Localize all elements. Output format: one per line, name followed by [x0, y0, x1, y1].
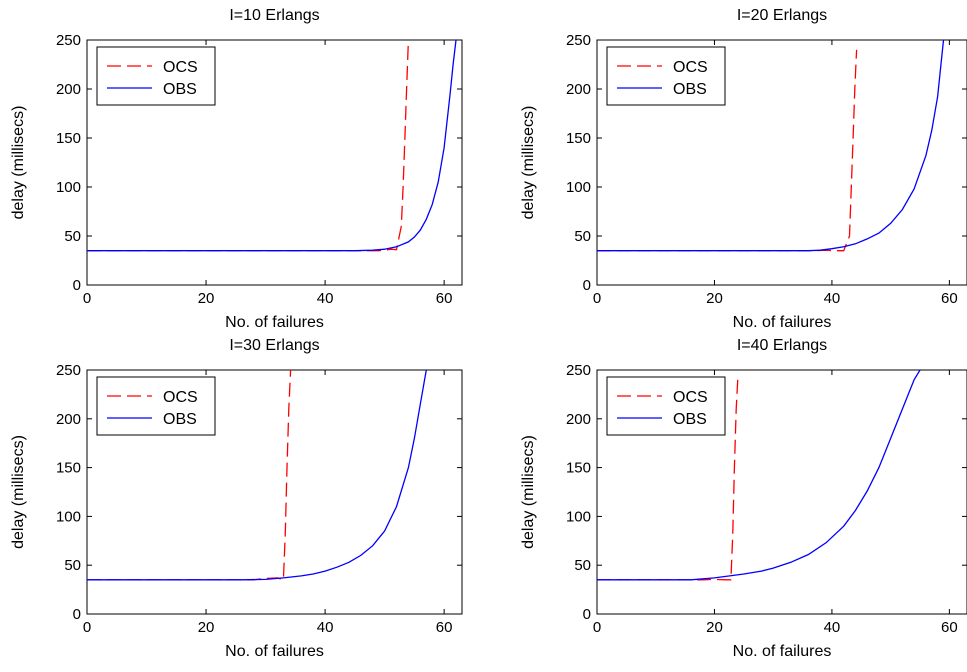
y-tick-label: 100 [56, 179, 81, 196]
y-tick-label: 100 [566, 179, 591, 196]
x-tick-label: 20 [706, 290, 723, 307]
series-line-obs [597, 40, 945, 252]
panel-title: I=20 Erlangs [737, 7, 827, 24]
x-tick-label: 0 [83, 290, 91, 307]
y-tick-label: 250 [566, 362, 591, 379]
x-tick-label: 40 [824, 290, 841, 307]
x-tick-label: 40 [317, 619, 334, 636]
y-tick-label: 200 [56, 81, 81, 98]
series-line-obs [87, 40, 457, 252]
x-tick-label: 20 [198, 290, 215, 307]
y-tick-label: 50 [64, 228, 81, 245]
legend-label-obs: OBS [163, 411, 197, 428]
chart-panel-3: 0 50 100 150 200 250 0 20 40 60 OCS OBS I=30 Erlangs… [10, 337, 463, 660]
y-tick-label: 0 [73, 277, 81, 294]
series-line-ocs [87, 40, 410, 252]
x-tick-label: 60 [436, 619, 453, 636]
x-tick-label: 40 [824, 619, 841, 636]
y-tick-label: 0 [583, 606, 591, 623]
legend-label-obs: OBS [673, 81, 707, 98]
legend-box [96, 46, 216, 106]
y-axis-title: delay (millisecs) [10, 106, 27, 220]
x-tick-label: 60 [436, 290, 453, 307]
y-tick-label: 200 [566, 81, 591, 98]
legend: OCS OBS [606, 46, 726, 106]
panel-title: I=40 Erlangs [737, 337, 827, 354]
legend-label-obs: OBS [163, 81, 197, 98]
legend-box [606, 46, 726, 106]
y-axis-title: delay (millisecs) [520, 106, 537, 220]
y-tick-label: 250 [566, 32, 591, 49]
y-tick-label: 200 [56, 411, 81, 428]
y-tick-label: 100 [566, 508, 591, 525]
legend: OCS OBS [96, 376, 216, 436]
y-tick-label: 100 [56, 508, 81, 525]
legend: OCS OBS [96, 46, 216, 106]
legend-label-ocs: OCS [163, 389, 198, 406]
y-tick-label: 150 [56, 460, 81, 477]
panel-title: I=30 Erlangs [229, 337, 319, 354]
y-axis-title: delay (millisecs) [10, 435, 27, 549]
x-tick-label: 40 [317, 290, 334, 307]
y-tick-label: 0 [73, 606, 81, 623]
series-line-ocs [597, 374, 739, 581]
legend-label-ocs: OCS [673, 59, 708, 76]
x-tick-label: 60 [941, 619, 958, 636]
chart-panel-1: 0 50 100 150 200 250 0 20 40 60 OCS OBS I=10 Erlangs… [10, 7, 463, 331]
x-axis-title: No. of failures [733, 643, 832, 660]
chart-panel-4: 0 50 100 150 200 250 0 20 40 60 OCS OBS I=40 Erlangs… [520, 337, 967, 660]
y-tick-label: 250 [56, 32, 81, 49]
legend-label-ocs: OCS [673, 389, 708, 406]
x-tick-label: 0 [593, 290, 601, 307]
x-tick-label: 60 [941, 290, 958, 307]
x-axis-title: No. of failures [733, 314, 832, 331]
series-line-obs [87, 370, 427, 581]
legend-label-obs: OBS [673, 411, 707, 428]
x-tick-label: 20 [706, 619, 723, 636]
y-tick-label: 150 [566, 130, 591, 147]
chart-panel-2: 0 50 100 150 200 250 0 20 40 60 OCS OBS I=20 Erlangs… [520, 7, 967, 331]
x-axis-title: No. of failures [225, 643, 324, 660]
x-tick-label: 0 [83, 619, 91, 636]
legend-label-ocs: OCS [163, 59, 198, 76]
y-tick-label: 50 [574, 557, 591, 574]
legend: OCS OBS [606, 376, 726, 436]
y-tick-label: 150 [566, 460, 591, 477]
y-tick-label: 150 [56, 130, 81, 147]
panel-title: I=10 Erlangs [229, 7, 319, 24]
legend-box [96, 376, 216, 436]
x-tick-label: 0 [593, 619, 601, 636]
y-tick-label: 200 [566, 411, 591, 428]
x-axis-title: No. of failures [225, 314, 324, 331]
y-tick-label: 50 [574, 228, 591, 245]
series-line-obs [597, 370, 921, 581]
y-tick-label: 50 [64, 557, 81, 574]
x-tick-label: 20 [198, 619, 215, 636]
y-tick-label: 250 [56, 362, 81, 379]
legend-box [606, 376, 726, 436]
y-tick-label: 0 [583, 277, 591, 294]
y-axis-title: delay (millisecs) [520, 435, 537, 549]
